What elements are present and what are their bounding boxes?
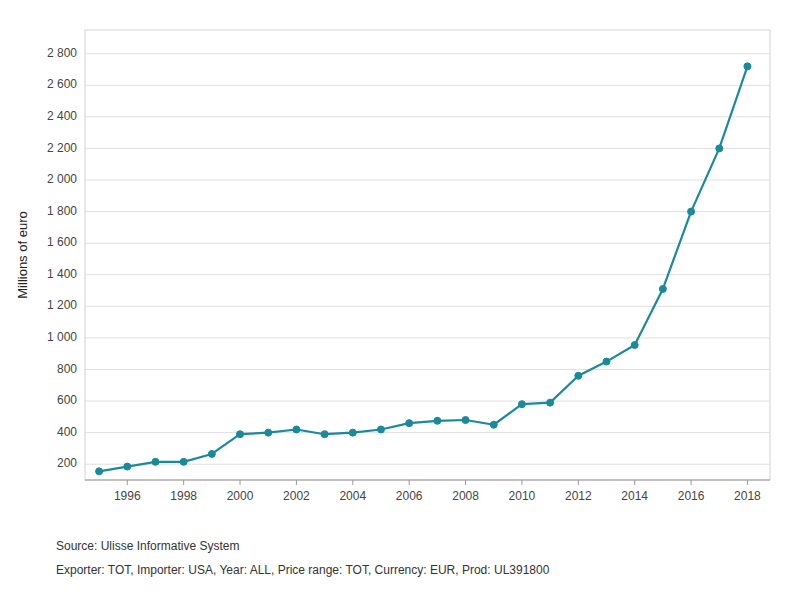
annotation: Exporter: TOT, Importer: USA, Year: ALL,… bbox=[56, 563, 550, 577]
point bbox=[716, 145, 723, 152]
x-tick-label: 2004 bbox=[339, 489, 366, 503]
plot-frame bbox=[85, 30, 770, 480]
point bbox=[631, 342, 638, 349]
x-tick bbox=[409, 480, 410, 485]
notes: Source: Ulisse Informative System Exporte… bbox=[56, 539, 550, 577]
y-axis-label: Millions of euro bbox=[15, 211, 30, 298]
x-tick-label: 1996 bbox=[114, 489, 141, 503]
grid-line bbox=[85, 337, 770, 338]
y-tick-label: 800 bbox=[57, 362, 77, 376]
y-tick-label: 200 bbox=[57, 456, 77, 470]
point bbox=[659, 285, 666, 292]
point bbox=[265, 429, 272, 436]
x-tick-label: 2000 bbox=[227, 489, 254, 503]
point bbox=[349, 429, 356, 436]
point bbox=[406, 420, 413, 427]
point bbox=[377, 426, 384, 433]
point bbox=[462, 417, 469, 424]
x-tick-label: 2008 bbox=[452, 489, 479, 503]
x-tick bbox=[634, 480, 635, 485]
y-tick-label: 1 200 bbox=[47, 298, 77, 312]
line bbox=[99, 66, 747, 471]
grid-line bbox=[85, 116, 770, 117]
x-axis-line bbox=[85, 480, 770, 481]
grid-line bbox=[85, 85, 770, 86]
x-tick bbox=[747, 480, 748, 485]
grid-line bbox=[85, 180, 770, 181]
x-tick-label: 2018 bbox=[734, 489, 761, 503]
grid-line bbox=[85, 243, 770, 244]
y-tick-label: 2 600 bbox=[47, 77, 77, 91]
point bbox=[434, 417, 441, 424]
x-tick bbox=[521, 480, 522, 485]
grid bbox=[85, 54, 770, 465]
grid-line bbox=[85, 148, 770, 149]
point bbox=[688, 208, 695, 215]
y-tick-label: 2 200 bbox=[47, 141, 77, 155]
y-tick-label: 1 000 bbox=[47, 330, 77, 344]
y-tick-label: 1 600 bbox=[47, 235, 77, 249]
y-tick-label: 1 800 bbox=[47, 204, 77, 218]
y-tick-label: 2 400 bbox=[47, 109, 77, 123]
y-tick-label: 2 800 bbox=[47, 46, 77, 60]
grid-line bbox=[85, 369, 770, 370]
y-tick-label: 400 bbox=[57, 425, 77, 439]
chart: 200 400 600 800 1 000 1 200 1 400 1 600 1 800 2 0… bbox=[0, 0, 800, 600]
point bbox=[96, 468, 103, 475]
grid-line bbox=[85, 53, 770, 54]
x-tick bbox=[691, 480, 692, 485]
grid-line bbox=[85, 211, 770, 212]
x-tick bbox=[296, 480, 297, 485]
point bbox=[575, 372, 582, 379]
point bbox=[321, 431, 328, 438]
x-tick bbox=[465, 480, 466, 485]
y-ticks: 200 400 600 800 1 000 1 200 1 400 1 600 1 800 2 0… bbox=[47, 46, 77, 471]
x-tick-label: 2012 bbox=[565, 489, 592, 503]
grid-line bbox=[85, 464, 770, 465]
point bbox=[208, 450, 215, 457]
point bbox=[237, 431, 244, 438]
point bbox=[744, 63, 751, 70]
x-ticks: 1996 1998 2000 2002 2004 2006 2008 2010 2012 2014… bbox=[114, 480, 761, 503]
x-tick-label: 2006 bbox=[396, 489, 423, 503]
point bbox=[547, 399, 554, 406]
grid-line bbox=[85, 401, 770, 402]
x-tick-label: 2002 bbox=[283, 489, 310, 503]
x-tick-label: 2014 bbox=[621, 489, 648, 503]
x-tick-label: 2016 bbox=[678, 489, 705, 503]
x-tick bbox=[240, 480, 241, 485]
series bbox=[96, 63, 751, 475]
point bbox=[124, 463, 131, 470]
annotation: Source: Ulisse Informative System bbox=[56, 539, 239, 553]
y-tick-label: 2 000 bbox=[47, 172, 77, 186]
point bbox=[490, 421, 497, 428]
x-tick bbox=[352, 480, 353, 485]
point bbox=[603, 358, 610, 365]
grid-line bbox=[85, 306, 770, 307]
y-tick-label: 1 400 bbox=[47, 267, 77, 281]
point bbox=[293, 426, 300, 433]
x-tick bbox=[183, 480, 184, 485]
x-tick bbox=[127, 480, 128, 485]
x-tick bbox=[578, 480, 579, 485]
point bbox=[180, 458, 187, 465]
x-tick-label: 2010 bbox=[509, 489, 536, 503]
point bbox=[152, 458, 159, 465]
x-tick-label: 1998 bbox=[170, 489, 197, 503]
grid-line bbox=[85, 432, 770, 433]
y-tick-label: 600 bbox=[57, 393, 77, 407]
point bbox=[518, 401, 525, 408]
